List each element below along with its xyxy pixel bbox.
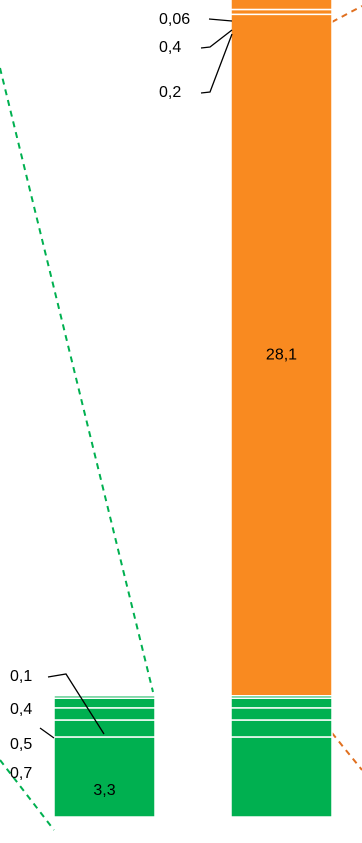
data-label-right-6: 0,2 [159,84,181,101]
leader-right-6 [200,33,233,94]
bar-right-segment-7 [230,0,333,11]
data-label-right-8: 0,4 [159,39,181,56]
bar-left-segment-4 [53,695,156,699]
green-dashed-connector-bottom [0,759,55,831]
leader-right-9 [208,18,233,22]
data-label-right-5: 28,1 [266,346,297,363]
leader-left-3 [39,727,55,739]
bar-right-segment-2 [230,707,333,721]
bar-left-segment-1 [53,719,156,738]
bar-left-segment-2 [53,707,156,721]
data-label-right-9: 0,06 [159,11,190,28]
data-label-left-4: 0,1 [10,668,32,685]
data-label-left-0: 3,3 [93,782,115,799]
data-label-left-2: 0,5 [10,736,32,753]
green-dashed-connector-top [0,67,154,693]
bar-right-segment-3 [230,697,333,709]
data-label-left-1: 0,7 [10,765,32,782]
bar-left-segment-0 [53,736,156,818]
bar-right-segment-5 [230,13,333,697]
orange-dashed-connector-bottom [331,732,362,771]
bar-left-segment-3 [53,697,156,709]
orange-dashed-connector-top [331,5,362,23]
bar-right-segment-1 [230,719,333,738]
data-label-left-3: 0,4 [10,701,32,718]
bar-right-segment-0 [230,736,333,818]
leader-right-8 [200,29,233,49]
leader-left-4 [47,673,105,735]
